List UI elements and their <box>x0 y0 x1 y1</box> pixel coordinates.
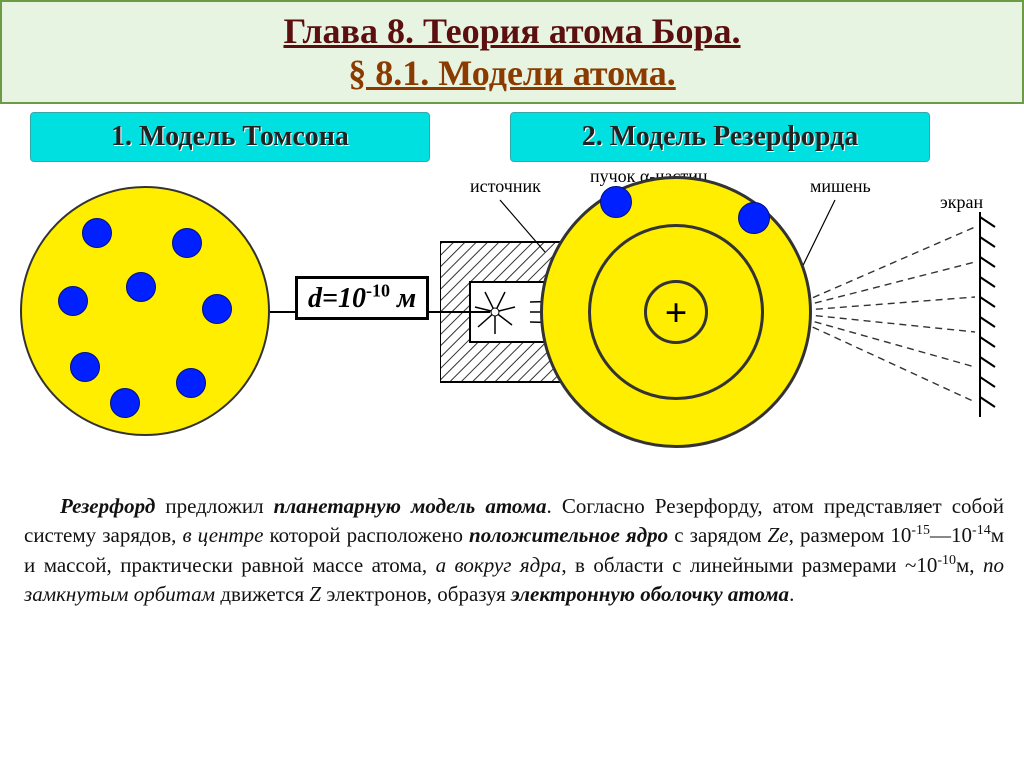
section-title: § 8.1. Модели атома. <box>18 52 1006 94</box>
electron <box>738 202 770 234</box>
electron <box>110 388 140 418</box>
rutherford-nucleus: + <box>644 280 708 344</box>
electron <box>70 352 100 382</box>
explanation-paragraph: Резерфорд предложил планетарную модель а… <box>0 486 1024 610</box>
electron <box>172 228 202 258</box>
chapter-title: Глава 8. Теория атома Бора. <box>18 10 1006 52</box>
nucleus-plus: + <box>665 289 688 336</box>
electron <box>82 218 112 248</box>
rutherford-label: 2. Модель Резерфорда <box>510 112 930 162</box>
diameter-formula: d=10-10 м <box>295 276 429 320</box>
thomson-diagram: d=10-10 м <box>0 176 500 486</box>
electron <box>202 294 232 324</box>
electron <box>58 286 88 316</box>
thomson-label: 1. Модель Томсона <box>30 112 430 162</box>
diagrams-row: d=10-10 м <box>0 176 1024 486</box>
rutherford-diagram: источник пучок α-частиц мишень экран + <box>500 176 1024 486</box>
label-screen: экран <box>940 192 983 212</box>
electron <box>126 272 156 302</box>
electron <box>600 186 632 218</box>
electron <box>176 368 206 398</box>
model-labels-row: 1. Модель Томсона 2. Модель Резерфорда <box>0 112 1024 162</box>
thomson-atom-circle <box>20 186 270 436</box>
label-target: мишень <box>810 176 871 196</box>
slide-header: Глава 8. Теория атома Бора. § 8.1. Модел… <box>0 0 1024 104</box>
